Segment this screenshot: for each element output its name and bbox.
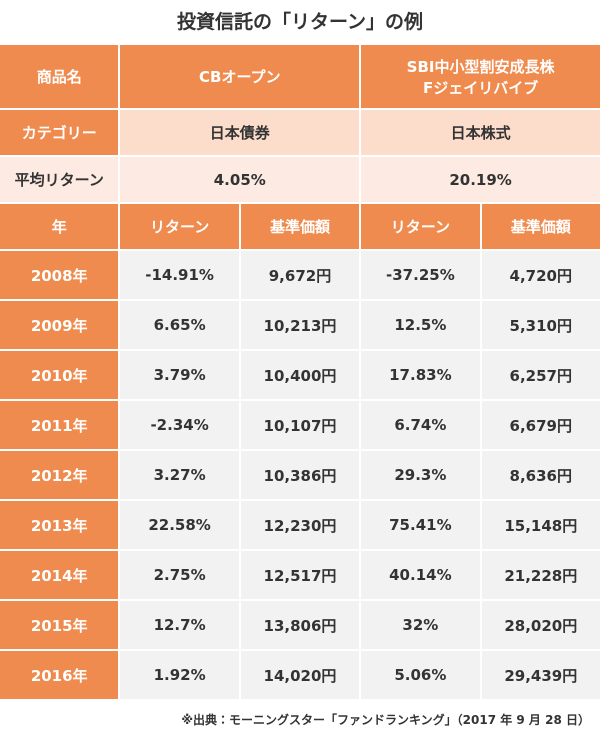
cell: 22.58% — [120, 501, 239, 549]
table-row: 2016年 1.92% 14,020円 5.06% 29,439円 — [0, 651, 600, 699]
fund-name-line: CBオープン — [199, 68, 281, 86]
column-header: リターン — [361, 204, 480, 249]
table-row: 年リターン 基準価額 リターン 基準価額 — [0, 204, 600, 249]
year: 2014年 — [0, 551, 119, 599]
table-row: 2015年 12.7% 13,806円 32% 28,020円 — [0, 601, 600, 649]
cell: 10,386円 — [240, 451, 360, 499]
cell: 32% — [361, 601, 480, 649]
cell: 21,228円 — [481, 551, 600, 599]
category: 日本株式 — [361, 110, 600, 155]
title: 投資信託の「リターン」の例 — [176, 11, 424, 33]
cell: -14.91% — [120, 251, 239, 299]
table-row: 2010年 3.79% 10,400円 17.83% 6,257円 — [0, 351, 600, 399]
year: 2012年 — [0, 451, 119, 499]
cell: 4,720円 — [481, 251, 600, 299]
cell: 6.65% — [120, 301, 239, 349]
cell: 15,148円 — [481, 501, 600, 549]
cell: -37.25% — [361, 251, 480, 299]
cell: -2.34% — [120, 401, 239, 449]
year: 2011年 — [0, 401, 119, 449]
cell: 3.79% — [120, 351, 239, 399]
cell: 6,257円 — [481, 351, 600, 399]
cell: 8,636円 — [481, 451, 600, 499]
cell: 10,400円 — [240, 351, 360, 399]
year: 2009年 — [0, 301, 119, 349]
cell: 3.27% — [120, 451, 239, 499]
cell: 40.14% — [361, 551, 480, 599]
table-row: 2011年 -2.34% 10,107円 6.74% 6,679円 — [0, 401, 600, 449]
cell: 14,020円 — [240, 651, 360, 699]
cell: 2.75% — [120, 551, 239, 599]
fund-name-line: SBI中小型割安成長株 — [406, 57, 555, 76]
column-header: 基準価額 — [481, 204, 600, 249]
column-header: 基準価額 — [240, 204, 360, 249]
cell: 12,230円 — [240, 501, 360, 549]
table-row: 2013年 22.58% 12,230円 75.41% 15,148円 — [0, 501, 600, 549]
year: 2016年 — [0, 651, 119, 699]
cell: 10,213円 — [240, 301, 360, 349]
cell: 28,020円 — [481, 601, 600, 649]
fund-name-line: Fジェイリバイブ — [422, 78, 539, 97]
year: 2008年 — [0, 251, 119, 299]
table-row: 2012年 3.27% 10,386円 29.3% 8,636円 — [0, 451, 600, 499]
category: 日本債券 — [120, 110, 360, 155]
fund-name: SBI中小型割安成長株 Fジェイリバイブ — [361, 45, 600, 108]
cell: 12.5% — [361, 301, 480, 349]
cell: 9,672円 — [240, 251, 360, 299]
cell: 12,517円 — [240, 551, 360, 599]
table-row: 商品名 CBオープン SBI中小型割安成長株 Fジェイリバイブ — [0, 45, 600, 108]
row-label: 商品名 — [0, 45, 119, 108]
cell: 5.06% — [361, 651, 480, 699]
cell: 6.74% — [361, 401, 480, 449]
table-row: 2009年 6.65% 10,213円 12.5% 5,310円 — [0, 301, 600, 349]
fund-name: CBオープン — [120, 45, 360, 108]
table-row: 平均リターン 4.05% 20.19% — [0, 157, 600, 202]
column-header: 年 — [0, 204, 119, 249]
row-label: 平均リターン — [0, 157, 119, 202]
cell: 10,107円 — [240, 401, 360, 449]
year: 2010年 — [0, 351, 119, 399]
cell: 1.92% — [120, 651, 239, 699]
cell: 29.3% — [361, 451, 480, 499]
table-row: 2008年 -14.91% 9,672円 -37.25% 4,720円 — [0, 251, 600, 299]
cell: 12.7% — [120, 601, 239, 649]
cell: 75.41% — [361, 501, 480, 549]
cell: 13,806円 — [240, 601, 360, 649]
source-note: ※出典：モーニングスター「ファンドランキング」（2017 年 9 月 28 日） — [181, 713, 590, 727]
year: 2015年 — [0, 601, 119, 649]
average-return: 20.19% — [361, 157, 600, 202]
cell: 6,679円 — [481, 401, 600, 449]
table-row: カテゴリー 日本債券 日本株式 — [0, 110, 600, 155]
table-row: 2014年 2.75% 12,517円 40.14% 21,228円 — [0, 551, 600, 599]
year: 2013年 — [0, 501, 119, 549]
cell: 5,310円 — [481, 301, 600, 349]
return-table: 商品名 CBオープン SBI中小型割安成長株 Fジェイリバイブカテゴリー 日本債券 日本株… — [0, 43, 600, 701]
cell: 29,439円 — [481, 651, 600, 699]
cell: 17.83% — [361, 351, 480, 399]
column-header: リターン — [120, 204, 239, 249]
average-return: 4.05% — [120, 157, 360, 202]
row-label: カテゴリー — [0, 110, 119, 155]
